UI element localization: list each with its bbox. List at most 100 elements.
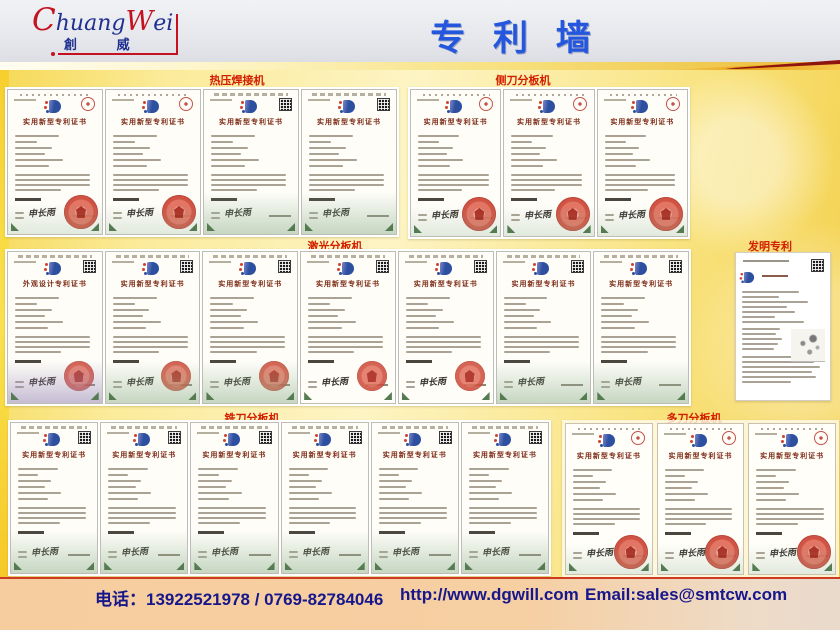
text-line-placeholder <box>108 498 139 500</box>
text-line-placeholder <box>511 153 540 155</box>
certificate-number-placeholder <box>14 261 36 263</box>
text-line-placeholder <box>18 486 46 488</box>
patent-certificate: 实用新型专利证书 申长雨 <box>410 89 502 237</box>
text-line-placeholder <box>664 518 733 520</box>
text-line-placeholder <box>15 159 63 161</box>
certificate-paragraph <box>756 508 828 525</box>
certificate-fields <box>15 297 95 329</box>
border-ornament <box>381 426 448 429</box>
qr-code-icon <box>78 431 92 444</box>
text-line-placeholder <box>112 351 159 353</box>
text-line-placeholder <box>15 217 24 219</box>
text-line-placeholder <box>601 336 677 338</box>
corner-flourish-icon <box>11 223 19 231</box>
red-seal-stamp-icon <box>63 361 94 391</box>
certificate-fields <box>601 297 681 329</box>
text-line-placeholder <box>468 512 537 514</box>
certificate-fields <box>511 135 586 167</box>
patent-certificate: 实用新型专利证书 申长雨 <box>460 422 550 574</box>
text-line-placeholder <box>468 551 478 553</box>
corner-flourish-icon <box>305 223 313 231</box>
commissioner-signature: 申长雨 <box>120 546 149 558</box>
certificate-title: 实用新型专利证书 <box>511 281 576 288</box>
text-line-placeholder <box>468 517 537 519</box>
text-line-placeholder <box>664 481 698 483</box>
text-line-placeholder <box>15 153 46 155</box>
text-line-placeholder <box>418 174 489 176</box>
certificate-paragraph <box>503 336 584 353</box>
text-line-placeholder <box>418 159 464 161</box>
text-line-placeholder <box>198 507 267 509</box>
commissioner-signature: 申长雨 <box>27 376 56 388</box>
text-line-placeholder <box>511 184 583 186</box>
text-line-placeholder <box>378 522 421 524</box>
text-line-placeholder <box>113 184 189 186</box>
certificate-number-placeholder <box>112 99 134 101</box>
text-line-placeholder <box>113 153 144 155</box>
text-line-placeholder <box>756 513 824 515</box>
office-title-placeholder <box>418 214 427 221</box>
certificate-title: 实用新型专利证书 <box>317 119 381 126</box>
text-line-placeholder <box>756 481 790 483</box>
divider <box>468 531 495 534</box>
red-seal-stamp-icon <box>356 361 387 391</box>
text-line-placeholder <box>308 315 339 317</box>
office-title-placeholder <box>664 552 674 559</box>
description-lines <box>742 356 824 383</box>
text-line-placeholder <box>573 481 606 483</box>
corner-flourish-icon <box>189 223 197 231</box>
text-line-placeholder <box>573 493 616 495</box>
certificate-number-placeholder <box>308 99 330 101</box>
red-seal-stamp-icon <box>454 361 485 391</box>
text-line-placeholder <box>511 147 546 149</box>
patent-certificate: 实用新型专利证书 申长雨 <box>565 423 653 575</box>
patent-certificate: 实用新型专利证书 申长雨 <box>100 422 189 574</box>
commissioner-signature: 申长雨 <box>769 547 797 559</box>
office-title-placeholder <box>503 381 513 388</box>
certificate-paragraph <box>468 507 541 524</box>
divider <box>112 360 139 363</box>
certificate-title: 实用新型专利证书 <box>202 452 267 459</box>
divider <box>604 198 631 201</box>
certificate-paragraph <box>309 174 389 191</box>
red-seal-stamp-icon <box>64 195 98 229</box>
text-line-placeholder <box>112 381 122 383</box>
text-line-placeholder <box>108 474 129 476</box>
certificate-fields <box>468 468 541 500</box>
text-line-placeholder <box>113 159 161 161</box>
text-line-placeholder <box>308 327 342 329</box>
office-title-placeholder <box>211 212 220 219</box>
cnipa-logo-icon <box>240 262 257 275</box>
text-line-placeholder <box>604 141 626 143</box>
text-line-placeholder <box>378 492 422 494</box>
certificate-title: 实用新型专利证书 <box>22 452 87 459</box>
text-line-placeholder <box>198 468 239 470</box>
text-line-placeholder <box>309 174 385 176</box>
text-line-placeholder <box>288 492 332 494</box>
certificate-title: 实用新型专利证书 <box>121 119 185 126</box>
certificate-fields <box>418 135 493 167</box>
text-line-placeholder <box>288 498 319 500</box>
text-line-placeholder <box>108 468 148 470</box>
text-line-placeholder <box>288 522 331 524</box>
text-line-placeholder <box>756 493 800 495</box>
text-line-placeholder <box>210 346 286 348</box>
patent-certificate: 实用新型专利证书 申长雨 <box>104 251 201 404</box>
cnipa-logo-icon <box>445 100 462 113</box>
certificate-paragraph <box>573 508 645 525</box>
text-line-placeholder <box>198 551 208 553</box>
red-seal-stamp-icon <box>648 197 683 231</box>
text-line-placeholder <box>601 351 648 353</box>
text-line-placeholder <box>288 480 322 482</box>
certificate-paragraph <box>405 336 486 353</box>
panel-side-knife-separator: 实用新型专利证书 申长雨 实用新型专利证书 申长雨 实用新型专利证书 申长雨 <box>408 87 690 239</box>
text-line-placeholder <box>604 135 647 137</box>
office-title-placeholder <box>468 551 478 558</box>
text-line-placeholder <box>108 486 136 488</box>
certificate-number-placeholder <box>755 433 778 435</box>
signature-row: 申长雨 <box>309 206 389 219</box>
text-line-placeholder <box>288 512 357 514</box>
round-seal-icon <box>479 97 494 111</box>
round-seal-icon <box>814 431 829 445</box>
text-line-placeholder <box>468 556 478 558</box>
